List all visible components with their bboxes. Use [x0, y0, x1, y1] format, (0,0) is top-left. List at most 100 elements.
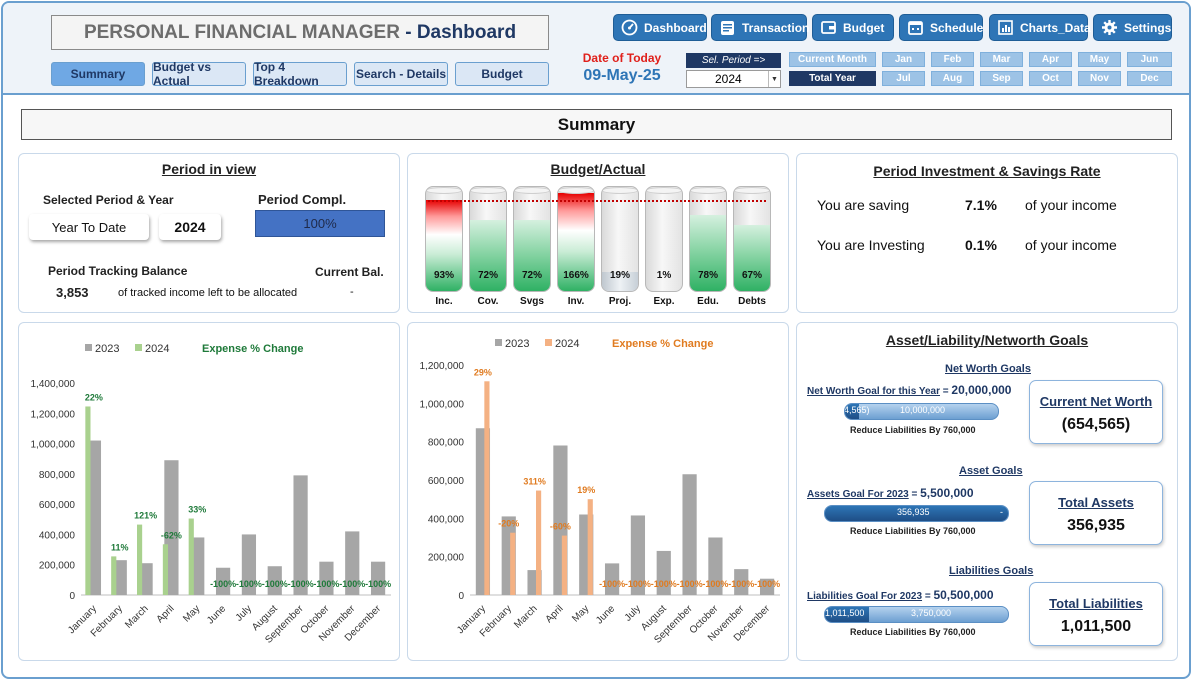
selected-period-label: Selected Period & Year [43, 193, 174, 207]
subtab-search-details[interactable]: Search - Details [354, 62, 448, 86]
goals-title: Asset/Liability/Networth Goals [885, 332, 1089, 348]
subtab-top4-breakdown[interactable]: Top 4 Breakdown [253, 60, 347, 88]
pct-change-label: 19% [577, 485, 595, 495]
budget-tube-cap [426, 187, 462, 194]
total-liabilities-box: Total Liabilities 1,011,500 [1029, 582, 1163, 646]
gear-icon [1101, 19, 1118, 36]
networth-bar-right: 10,000,000 [900, 405, 946, 415]
legend-label-2024: 2024 [145, 343, 169, 355]
pct-change-label: 311% [523, 477, 546, 487]
period-dec-button[interactable]: Dec [1127, 71, 1172, 86]
asset-goal-label: Assets Goal For 2023 [807, 489, 909, 500]
top-toolbar: PERSONAL FINANCIAL MANAGER - Dashboard S… [3, 3, 1189, 95]
asset-goal-value: 5,500,000 [920, 486, 974, 500]
budget-tube-cap [690, 187, 726, 194]
asset-note: Reduce Liabilities By 760,000 [850, 526, 976, 536]
liabilities-goal-line: Liabilities Goal For 2023 = 50,500,000 [807, 588, 994, 602]
networth-goals-heading: Net Worth Goals [945, 363, 1031, 375]
liabilities-bar-right: 3,750,000 [911, 608, 952, 618]
title-main: PERSONAL FINANCIAL MANAGER [83, 21, 400, 43]
period-nov-button[interactable]: Nov [1078, 71, 1121, 86]
bar-2024 [85, 406, 91, 595]
budget-tube-label: Exp. [653, 296, 675, 307]
bar-2023 [319, 561, 334, 595]
year-select[interactable]: 2024 ▼ [686, 70, 781, 88]
nav-schedule-button[interactable]: Schedule [899, 14, 983, 41]
liabilities-progress-bar: 1,011,500 3,750,000 [824, 606, 1009, 623]
nav-transaction-button[interactable]: Transaction [711, 14, 810, 41]
asset-bar-center: 356,935 [897, 507, 930, 517]
pct-change-label: -100% [262, 579, 288, 589]
period-total-year-button[interactable]: Total Year [789, 71, 876, 86]
nav-settings-button[interactable]: Settings [1093, 14, 1172, 41]
bar-2023 [734, 569, 749, 595]
nav-dashboard-button[interactable]: Dashboard [613, 14, 707, 41]
liabilities-goal-value: 50,500,000 [933, 588, 994, 602]
dashboard-gauge-icon [621, 19, 638, 36]
budget-tube-fill [558, 193, 594, 291]
y-tick-label: 800,000 [39, 470, 76, 481]
bar-2024 [510, 532, 516, 595]
x-tick-label: June [205, 603, 228, 626]
subtab-budget[interactable]: Budget [455, 62, 549, 86]
investing-suffix: of your income [1025, 237, 1117, 253]
budget-tube-inv: 166% [557, 186, 595, 292]
bar-2023 [630, 515, 646, 595]
nav-charts-data-label: Charts_Data [1020, 20, 1091, 35]
period-oct-button[interactable]: Oct [1029, 71, 1072, 86]
budget-tube-label: Cov. [477, 296, 499, 307]
period-apr-button[interactable]: Apr [1029, 52, 1072, 67]
period-jul-button[interactable]: Jul [882, 71, 925, 86]
budget-tube-cap [734, 187, 770, 194]
pct-change-label: -62% [161, 530, 182, 540]
legend-swatch-2024 [135, 344, 142, 351]
period-feb-button[interactable]: Feb [931, 52, 974, 67]
x-tick-label: March [512, 603, 539, 630]
period-aug-button[interactable]: Aug [931, 71, 974, 86]
bar-2023 [293, 475, 308, 595]
pct-change-label: -100% [754, 579, 780, 589]
y-tick-label: 0 [458, 591, 464, 602]
chevron-down-icon[interactable]: ▼ [768, 71, 780, 87]
period-jan-button[interactable]: Jan [882, 52, 925, 67]
y-tick-label: 1,200,000 [31, 409, 76, 420]
y-tick-label: 200,000 [39, 561, 76, 572]
x-tick-label: April [155, 603, 177, 625]
y-tick-label: 200,000 [428, 553, 465, 564]
bar-2024 [536, 490, 542, 595]
pct-change-label: -20% [498, 519, 519, 529]
year-value[interactable]: 2024 [159, 214, 221, 240]
period-current-month-button[interactable]: Current Month [789, 52, 876, 67]
nav-charts-data-button[interactable]: Charts_Data [989, 14, 1091, 41]
pct-change-label: -100% [210, 579, 236, 589]
current-networth-box: Current Net Worth (654,565) [1029, 380, 1163, 444]
calendar-icon [907, 19, 924, 36]
subtab-summary[interactable]: Summary [51, 62, 145, 86]
liabilities-note: Reduce Liabilities By 760,000 [850, 627, 976, 637]
x-tick-label: July [623, 603, 643, 623]
bar-2023 [267, 566, 282, 595]
bar-2023 [656, 550, 671, 595]
page-title: PERSONAL FINANCIAL MANAGER - Dashboard [51, 15, 549, 50]
y-tick-label: 600,000 [428, 476, 465, 487]
budget-tube-cap [602, 187, 638, 194]
budget-tube-pct: 166% [563, 270, 589, 281]
y-tick-label: 400,000 [428, 514, 465, 525]
x-tick-label: April [544, 603, 566, 625]
bar-2023 [215, 567, 231, 595]
subtab-budget-vs-actual[interactable]: Budget vs Actual [152, 60, 246, 88]
period-compl-label: Period Compl. [258, 192, 347, 207]
budget-tube-pct: 78% [697, 270, 718, 281]
period-sep-button[interactable]: Sep [980, 71, 1023, 86]
y-tick-label: 1,200,000 [420, 361, 465, 372]
period-in-view-card: Period in view Selected Period & Year Ye… [18, 153, 400, 313]
nav-transaction-label: Transaction [742, 20, 810, 35]
period-mar-button[interactable]: Mar [980, 52, 1023, 67]
legend-label-pct: Expense % Change [612, 338, 713, 350]
nav-budget-button[interactable]: Budget [812, 14, 894, 41]
period-value[interactable]: Year To Date [29, 214, 149, 240]
budget-tube-cap [646, 187, 682, 194]
y-tick-label: 0 [69, 591, 75, 602]
period-jun-button[interactable]: Jun [1127, 52, 1172, 67]
period-may-button[interactable]: May [1078, 52, 1121, 67]
